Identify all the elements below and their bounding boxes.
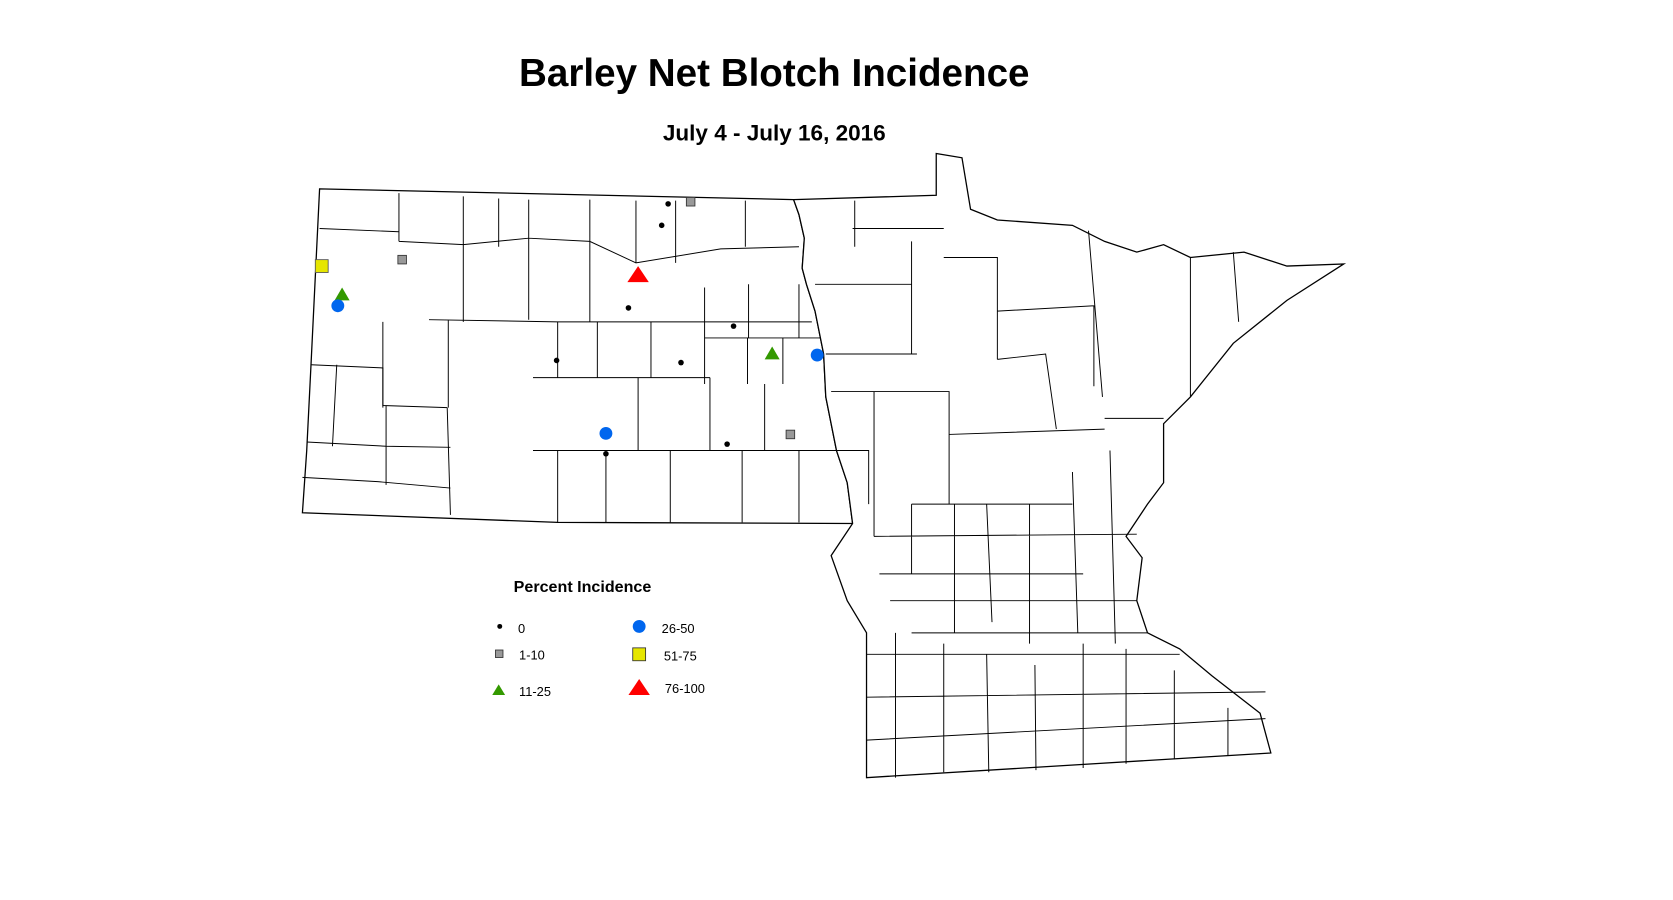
minnesota-outline [792,152,1347,779]
marker-1-10 [785,429,796,440]
marker-0 [724,441,730,447]
marker-26-50 [599,426,613,440]
legend-label: 11-25 [519,684,551,699]
legend-circle-icon [632,619,646,633]
marker-0 [730,323,737,329]
legend-title: Percent Incidence [514,578,652,596]
marker-11-25 [764,346,780,360]
marker-0 [658,222,665,229]
legend-square-icon [495,649,504,658]
legend-label: 1-10 [519,648,545,663]
legend-square-icon [632,647,647,662]
marker-0 [603,450,609,457]
legend-label: 51-75 [664,649,697,664]
legend: Percent Incidence 0 1-10 11-25 26-50 51-… [492,578,705,699]
marker-1-10 [397,254,407,265]
marker-11-25 [334,287,350,301]
county-boundaries [302,193,1266,778]
map-title: Barley Net Blotch Incidence [519,52,1029,95]
legend-triangle-icon [492,684,506,696]
map-subtitle: July 4 - July 16, 2016 [663,121,886,146]
marker-0 [665,201,671,207]
legend-label: 26-50 [662,621,695,636]
marker-1-10 [685,197,696,207]
marker-26-50 [810,348,824,362]
observation-markers [314,197,824,457]
marker-26-50 [331,299,345,313]
marker-51-75 [314,259,329,273]
legend-triangle-icon [628,678,650,696]
legend-label: 76-100 [665,681,705,696]
legend-label: 0 [518,621,525,636]
marker-76-100 [627,266,649,283]
marker-0 [678,359,684,366]
legend-dot-icon [497,623,503,629]
marker-0 [553,357,560,364]
marker-0 [625,305,632,311]
